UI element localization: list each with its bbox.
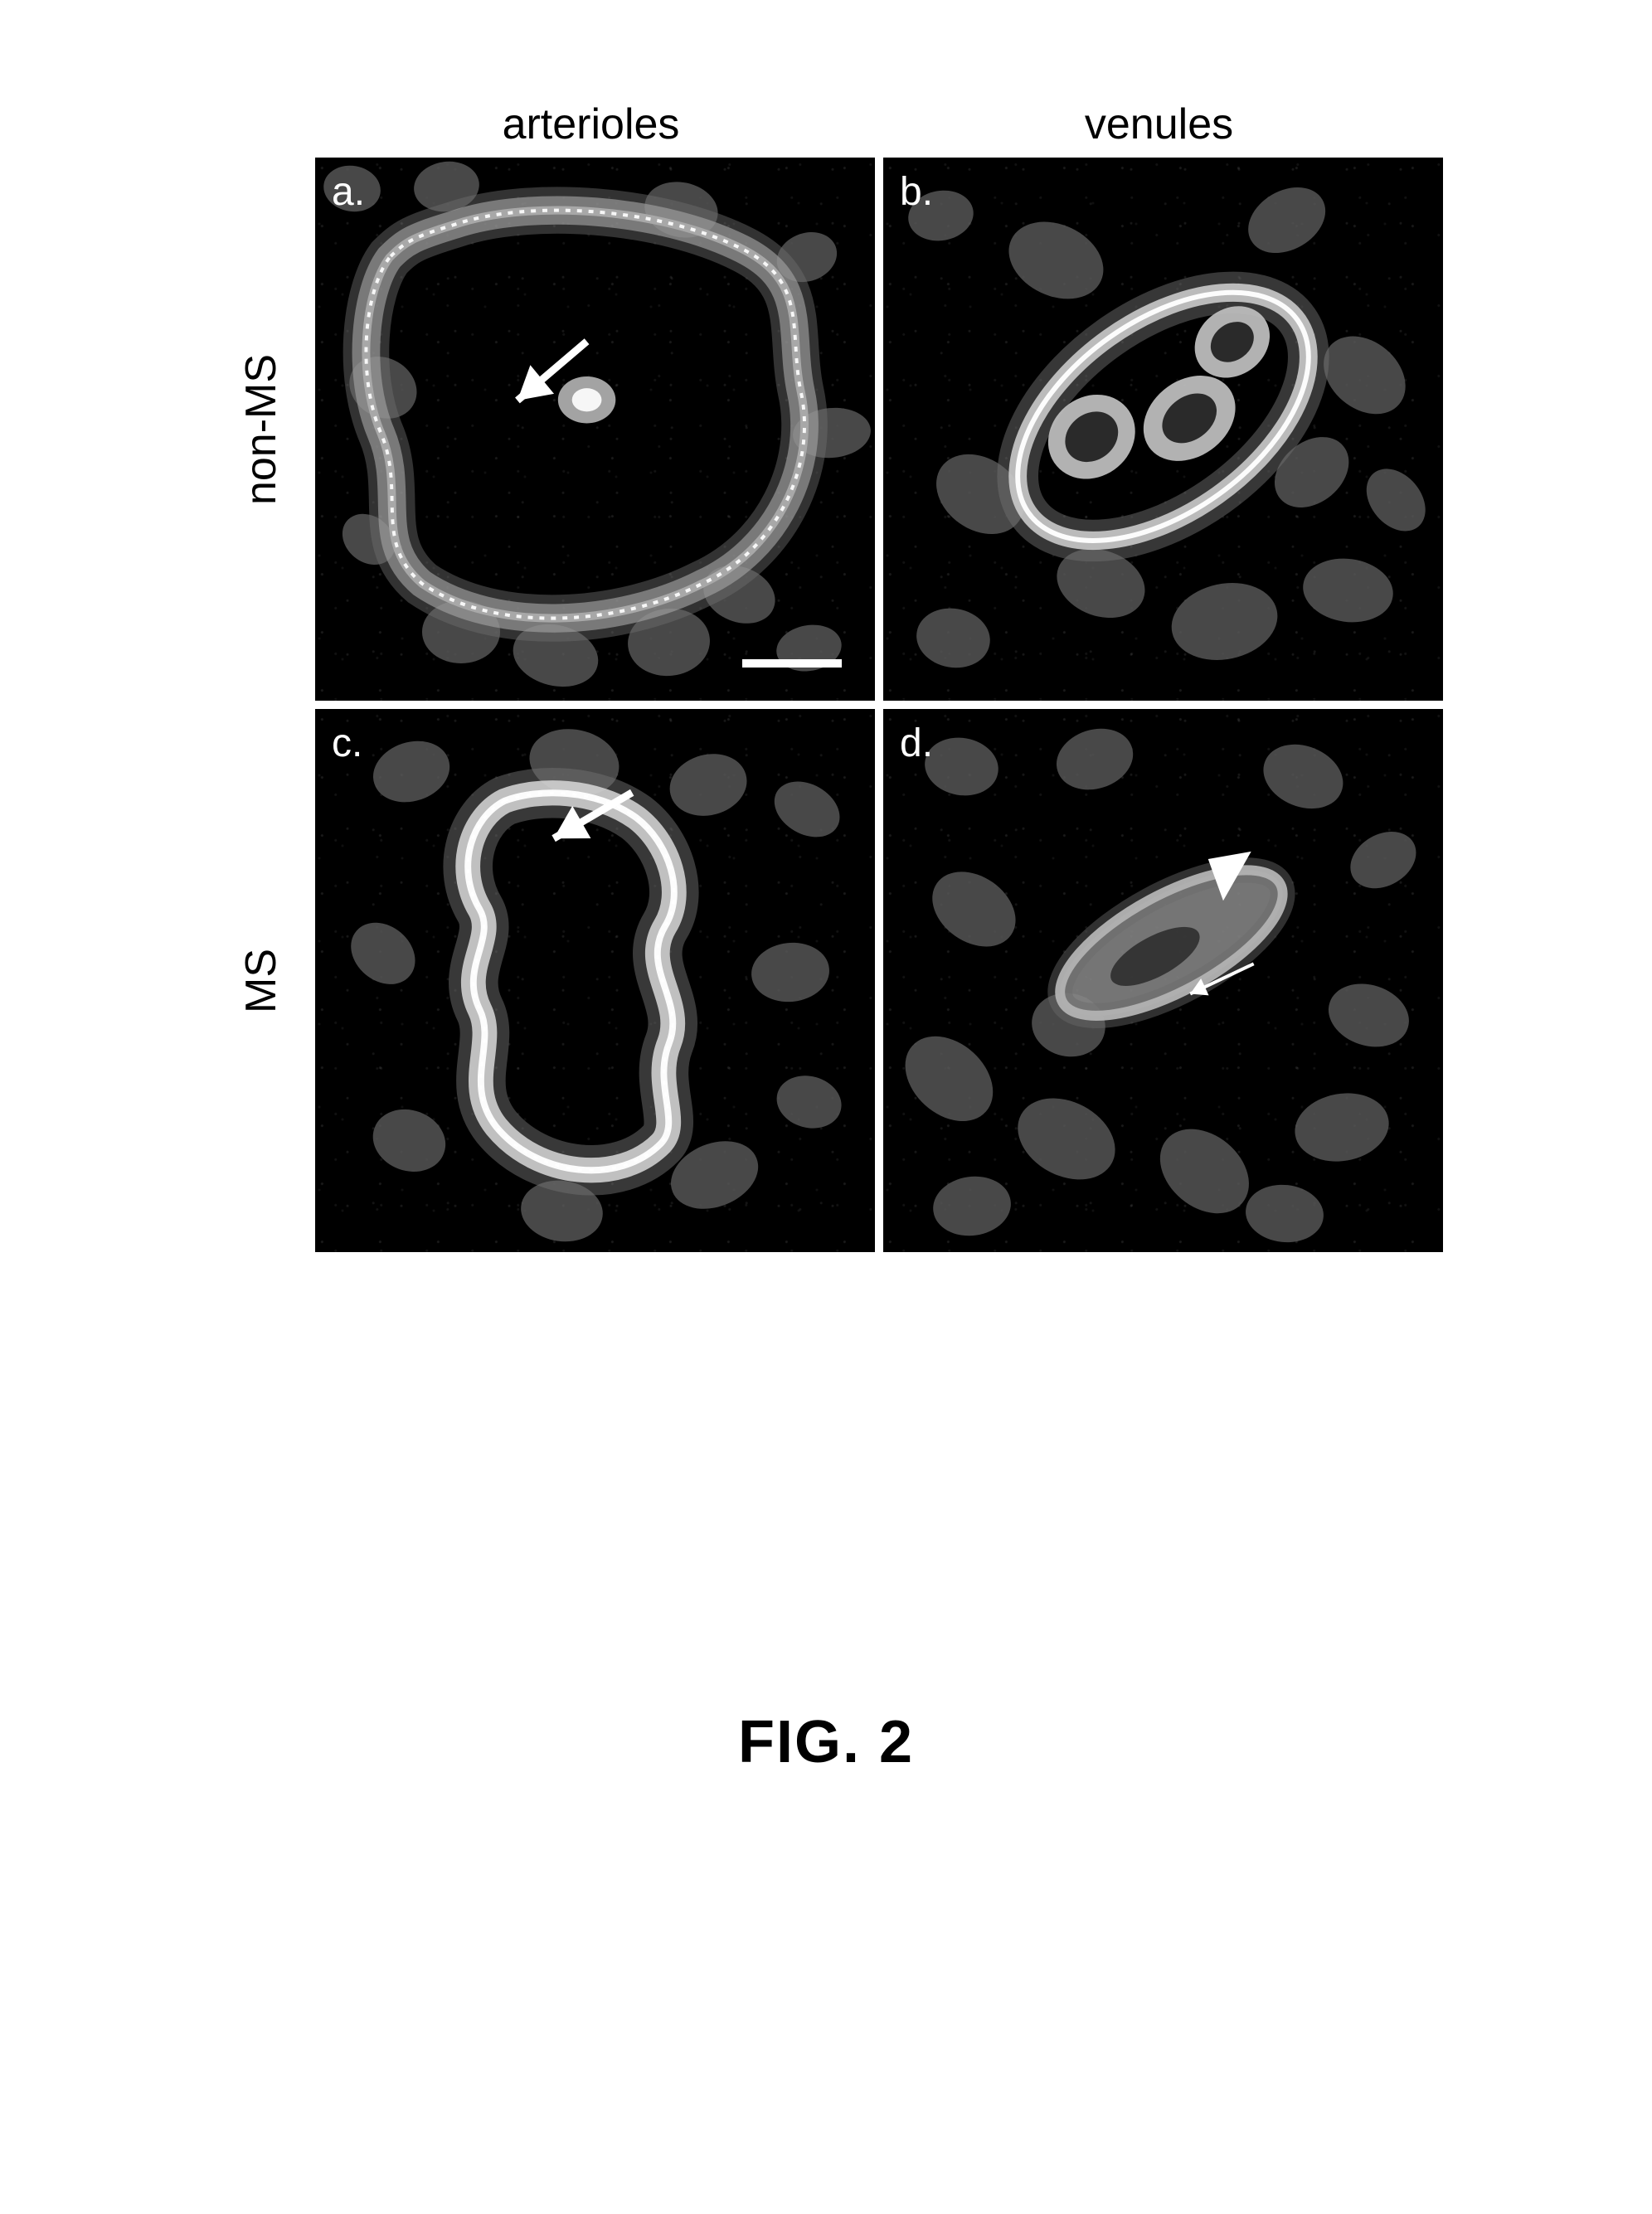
figure-caption: FIG. 2: [0, 1708, 1652, 1776]
col-header-venules: venules: [875, 100, 1443, 158]
panel-d-letter: d.: [900, 721, 933, 766]
col-header-arterioles: arterioles: [307, 100, 875, 158]
scalebar: [742, 659, 842, 668]
row-label-nonms-text: non-MS: [236, 353, 286, 504]
panel-b: b.: [883, 158, 1443, 701]
panel-d: d.: [883, 709, 1443, 1252]
annotation-arrow: [315, 158, 875, 701]
row-label-ms-text: MS: [236, 949, 286, 1013]
panel-c-letter: c.: [332, 721, 362, 766]
panel-a: a.: [315, 158, 875, 701]
row-label-nonms: non-MS: [216, 158, 307, 701]
annotation-arrow: [315, 709, 875, 1252]
panel-a-letter: a.: [332, 169, 365, 215]
row-label-ms: MS: [216, 709, 307, 1252]
panel-b-letter: b.: [900, 169, 933, 215]
panel-grid: non-MS a.: [216, 158, 1443, 1252]
panel-b-vessel: [883, 158, 1443, 701]
figure-2: arterioles venules non-MS a.: [216, 100, 1443, 1252]
annotation-arrow: [883, 709, 1443, 1252]
panel-c: c.: [315, 709, 875, 1252]
column-headers: arterioles venules: [307, 100, 1443, 158]
